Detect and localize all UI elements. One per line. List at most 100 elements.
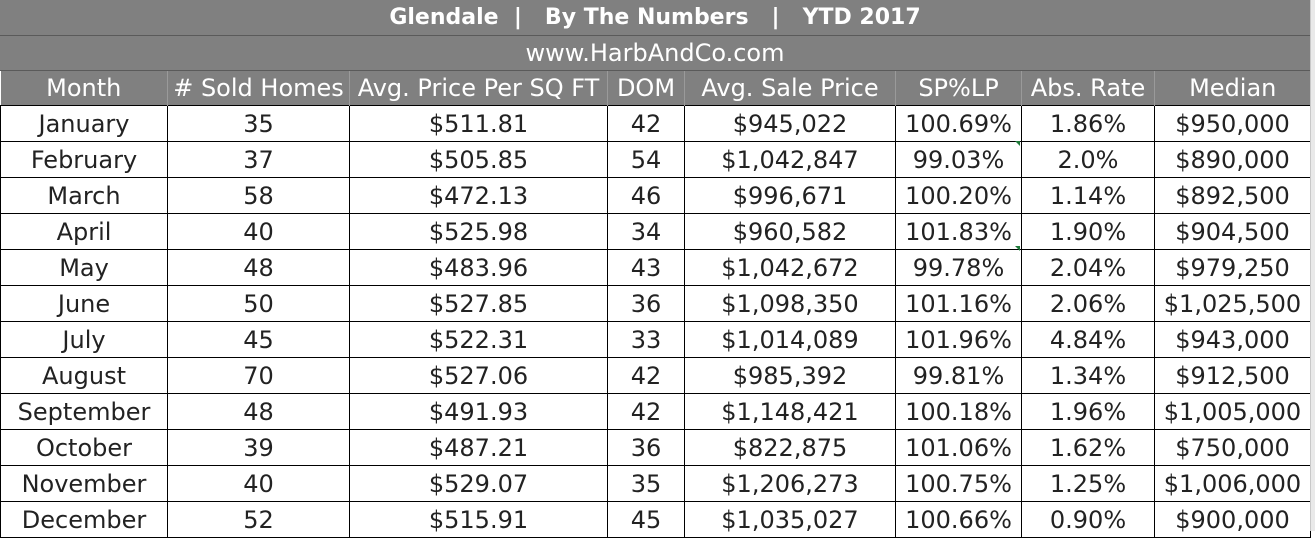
cell-sp-lp[interactable]: 101.16% (895, 285, 1022, 322)
cell-price-per-sqft[interactable]: $522.31 (349, 321, 608, 358)
cell-abs-rate[interactable]: 1.25% (1021, 465, 1155, 502)
cell-dom[interactable]: 42 (607, 357, 685, 394)
cell-sp-lp[interactable]: 101.06% (895, 429, 1022, 466)
cell-avg-sale-price[interactable]: $1,042,672 (684, 249, 896, 286)
cell-sold-homes[interactable]: 58 (167, 177, 350, 214)
column-header-sp-lp[interactable]: SP%LP (895, 71, 1022, 106)
cell-dom[interactable]: 42 (607, 393, 685, 430)
cell-sp-lp[interactable]: 100.18% (895, 393, 1022, 430)
cell-abs-rate[interactable]: 2.06% (1021, 285, 1155, 322)
cell-abs-rate[interactable]: 1.96% (1021, 393, 1155, 430)
cell-abs-rate[interactable]: 1.34% (1021, 357, 1155, 394)
cell-sp-lp[interactable]: 99.78% (895, 249, 1022, 286)
cell-median[interactable]: $912,500 (1154, 357, 1311, 394)
cell-dom[interactable]: 45 (607, 501, 685, 538)
cell-month[interactable]: June (0, 285, 168, 322)
cell-price-per-sqft[interactable]: $491.93 (349, 393, 608, 430)
cell-avg-sale-price[interactable]: $960,582 (684, 213, 896, 250)
cell-abs-rate[interactable]: 4.84% (1021, 321, 1155, 358)
column-header-avg-sale-price[interactable]: Avg. Sale Price (684, 71, 896, 106)
cell-sold-homes[interactable]: 39 (167, 429, 350, 466)
cell-price-per-sqft[interactable]: $483.96 (349, 249, 608, 286)
column-header-month[interactable]: Month (0, 71, 168, 106)
column-header-price-per-sqft[interactable]: Avg. Price Per SQ FT (349, 71, 608, 106)
cell-price-per-sqft[interactable]: $527.85 (349, 285, 608, 322)
cell-abs-rate[interactable]: 1.62% (1021, 429, 1155, 466)
cell-month[interactable]: January (0, 105, 168, 142)
cell-price-per-sqft[interactable]: $527.06 (349, 357, 608, 394)
cell-median[interactable]: $900,000 (1154, 501, 1311, 538)
column-header-dom[interactable]: DOM (607, 71, 685, 106)
cell-avg-sale-price[interactable]: $1,014,089 (684, 321, 896, 358)
error-indicator-icon[interactable] (1015, 141, 1020, 146)
cell-sold-homes[interactable]: 52 (167, 501, 350, 538)
cell-price-per-sqft[interactable]: $505.85 (349, 141, 608, 178)
cell-sold-homes[interactable]: 70 (167, 357, 350, 394)
cell-avg-sale-price[interactable]: $985,392 (684, 357, 896, 394)
cell-sp-lp[interactable]: 101.83% (895, 213, 1022, 250)
cell-dom[interactable]: 34 (607, 213, 685, 250)
cell-abs-rate[interactable]: 2.04% (1021, 249, 1155, 286)
cell-avg-sale-price[interactable]: $1,148,421 (684, 393, 896, 430)
cell-avg-sale-price[interactable]: $1,042,847 (684, 141, 896, 178)
cell-month[interactable]: July (0, 321, 168, 358)
cell-median[interactable]: $1,025,500 (1154, 285, 1311, 322)
column-header-sold-homes[interactable]: # Sold Homes (167, 71, 350, 106)
cell-sp-lp[interactable]: 99.81% (895, 357, 1022, 394)
cell-median[interactable]: $750,000 (1154, 429, 1311, 466)
cell-abs-rate[interactable]: 1.86% (1021, 105, 1155, 142)
cell-sold-homes[interactable]: 40 (167, 465, 350, 502)
cell-median[interactable]: $904,500 (1154, 213, 1311, 250)
cell-avg-sale-price[interactable]: $945,022 (684, 105, 896, 142)
cell-month[interactable]: April (0, 213, 168, 250)
cell-dom[interactable]: 36 (607, 285, 685, 322)
cell-median[interactable]: $943,000 (1154, 321, 1311, 358)
cell-median[interactable]: $890,000 (1154, 141, 1311, 178)
cell-month[interactable]: September (0, 393, 168, 430)
cell-median[interactable]: $1,005,000 (1154, 393, 1311, 430)
cell-sold-homes[interactable]: 37 (167, 141, 350, 178)
cell-month[interactable]: May (0, 249, 168, 286)
cell-sp-lp[interactable]: 101.96% (895, 321, 1022, 358)
cell-sold-homes[interactable]: 48 (167, 249, 350, 286)
cell-abs-rate[interactable]: 2.0% (1021, 141, 1155, 178)
cell-dom[interactable]: 33 (607, 321, 685, 358)
cell-sp-lp[interactable]: 100.69% (895, 105, 1022, 142)
cell-month[interactable]: March (0, 177, 168, 214)
cell-abs-rate[interactable]: 0.90% (1021, 501, 1155, 538)
cell-month[interactable]: October (0, 429, 168, 466)
cell-avg-sale-price[interactable]: $1,035,027 (684, 501, 896, 538)
cell-median[interactable]: $1,006,000 (1154, 465, 1311, 502)
cell-sold-homes[interactable]: 48 (167, 393, 350, 430)
column-header-median[interactable]: Median (1154, 71, 1311, 106)
error-indicator-icon[interactable] (1015, 246, 1020, 251)
cell-sp-lp[interactable]: 100.66% (895, 501, 1022, 538)
cell-median[interactable]: $979,250 (1154, 249, 1311, 286)
cell-avg-sale-price[interactable]: $1,206,273 (684, 465, 896, 502)
cell-price-per-sqft[interactable]: $515.91 (349, 501, 608, 538)
cell-dom[interactable]: 43 (607, 249, 685, 286)
cell-median[interactable]: $950,000 (1154, 105, 1311, 142)
cell-price-per-sqft[interactable]: $511.81 (349, 105, 608, 142)
cell-month[interactable]: August (0, 357, 168, 394)
cell-sp-lp[interactable]: 99.03% (895, 141, 1022, 178)
cell-sold-homes[interactable]: 40 (167, 213, 350, 250)
cell-dom[interactable]: 46 (607, 177, 685, 214)
cell-sold-homes[interactable]: 35 (167, 105, 350, 142)
cell-price-per-sqft[interactable]: $472.13 (349, 177, 608, 214)
cell-abs-rate[interactable]: 1.90% (1021, 213, 1155, 250)
cell-price-per-sqft[interactable]: $525.98 (349, 213, 608, 250)
cell-avg-sale-price[interactable]: $996,671 (684, 177, 896, 214)
cell-sp-lp[interactable]: 100.20% (895, 177, 1022, 214)
cell-dom[interactable]: 36 (607, 429, 685, 466)
cell-abs-rate[interactable]: 1.14% (1021, 177, 1155, 214)
cell-month[interactable]: November (0, 465, 168, 502)
cell-dom[interactable]: 35 (607, 465, 685, 502)
cell-month[interactable]: February (0, 141, 168, 178)
cell-median[interactable]: $892,500 (1154, 177, 1311, 214)
cell-month[interactable]: December (0, 501, 168, 538)
cell-dom[interactable]: 42 (607, 105, 685, 142)
cell-dom[interactable]: 54 (607, 141, 685, 178)
cell-price-per-sqft[interactable]: $529.07 (349, 465, 608, 502)
column-header-abs-rate[interactable]: Abs. Rate (1021, 71, 1155, 106)
